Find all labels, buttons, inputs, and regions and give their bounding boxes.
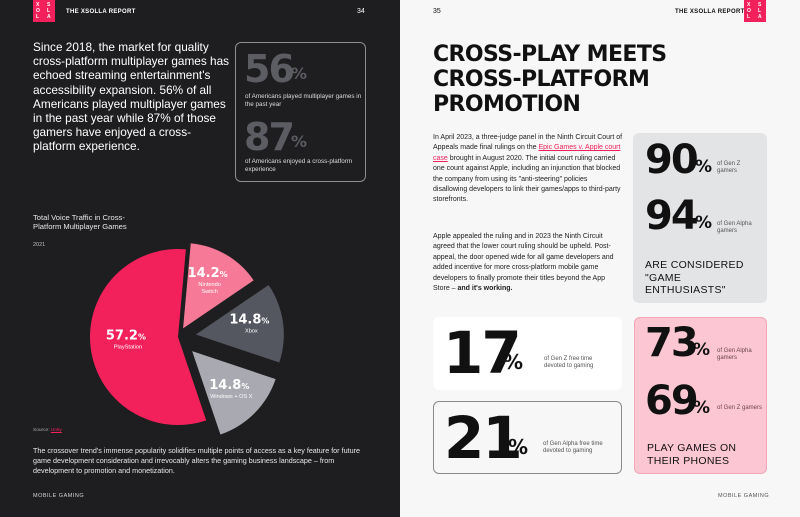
pie-value-label: 14.8% [209, 378, 249, 393]
stat-unit: % [508, 435, 529, 459]
stat-unit: % [503, 350, 524, 374]
closing-paragraph: The crossover trend's immense popularity… [33, 446, 360, 476]
pie-label-group: 14.8%Windows + OS X [209, 378, 253, 400]
chart-subtitle: 2021 [33, 242, 46, 248]
gen-z-time-card: 17 % of Gen Z free time devoted to gamin… [433, 317, 622, 390]
stat-value: 56 [244, 47, 295, 91]
pie-category-label: Nintendo [198, 282, 220, 288]
page-number: 34 [357, 8, 365, 15]
stat-value: 17 [443, 319, 522, 387]
pie-category-label: Windows + OS X [210, 394, 253, 400]
source-note: Source: Unity [33, 428, 62, 433]
pie-label-group: 14.8%Xbox [229, 313, 269, 335]
stat-unit: % [693, 340, 711, 360]
stat-caption: of Gen Z free time devoted to gaming [544, 356, 594, 370]
xsolla-logo: X S O L L A [33, 0, 55, 22]
appeal-paragraph: Apple appealed the ruling and in 2023 th… [433, 233, 614, 293]
enthusiasts-claim: ARE CONSIDERED "GAME ENTHUSIASTS" [645, 259, 744, 296]
page-title: CROSS-PLAY MEETS CROSS-PLATFORM PROMOTIO… [433, 42, 667, 117]
stat-value: 69 [645, 378, 699, 424]
voice-traffic-pie-chart: 14.2%NintendoSwitch14.8%Xbox14.8%Windows… [90, 243, 284, 435]
pie-value-label: 57.2% [106, 329, 146, 344]
stat-caption: of Gen Z gamers [717, 405, 763, 411]
stat-value: 90 [645, 137, 699, 183]
pie-category-label: Xbox [245, 329, 258, 335]
pie-value-label: 14.2% [188, 266, 228, 281]
pie-category-label: PlayStation [114, 345, 142, 351]
running-header: THE XSOLLA REPORT [66, 9, 136, 15]
running-header: THE XSOLLA REPORT [675, 9, 745, 15]
stat-unit: % [291, 64, 308, 83]
epic-apple-paragraph: In April 2023, a three-judge panel in th… [433, 134, 623, 204]
stat-unit: % [695, 157, 713, 177]
stat-unit: % [693, 398, 711, 418]
stat-caption: of Americans enjoyed a cross-platform ex… [245, 158, 353, 173]
page-number: 35 [433, 8, 441, 15]
stat-value: 87 [244, 115, 295, 159]
pie-slice-nintendo-switch [183, 243, 254, 329]
pie-slice-windows-os-x [192, 351, 276, 435]
court-case-link[interactable]: Epic Games v. Apple court case [433, 144, 621, 162]
stat-value: 21 [444, 404, 523, 472]
stat-unit: % [695, 213, 713, 233]
pie-slice-playstation [90, 249, 207, 425]
pie-value-label: 14.8% [229, 313, 269, 328]
stat-unit: % [291, 132, 308, 151]
source-link[interactable]: Unity [50, 428, 62, 433]
phones-claim: PLAY GAMES ON THEIR PHONES [647, 442, 737, 467]
stat-value: 73 [645, 320, 699, 366]
stat-caption: of Gen Z gamers [717, 161, 741, 175]
stat-caption: of Gen Alpha gamers [717, 348, 752, 362]
pie-label-group: 57.2%PlayStation [106, 329, 146, 351]
pie-category-label: Switch [201, 289, 217, 295]
stat-value: 94 [645, 193, 699, 239]
xsolla-logo: X S O L L A [744, 0, 766, 22]
stat-caption: of Gen Alpha gamers [717, 221, 752, 235]
section-footer: MOBILE GAMING [33, 493, 85, 499]
americans-stat-box: 56 % of Americans played multiplayer gam… [235, 42, 366, 182]
left-page: X S O L L A THE XSOLLA REPORT 34 Since 2… [0, 0, 400, 517]
enthusiasts-card: 90 % of Gen Z gamers 94 % of Gen Alpha g… [633, 133, 767, 303]
pie-slice-xbox [195, 285, 284, 363]
stat-caption: of Americans played multiplayer games in… [245, 93, 362, 108]
intro-paragraph: Since 2018, the market for quality cross… [33, 40, 230, 154]
phones-card: 73 % of Gen Alpha gamers 69 % of Gen Z g… [634, 317, 767, 474]
stat-caption: of Gen Alpha free time devoted to gaming [543, 441, 603, 455]
chart-title: Total Voice Traffic in Cross-Platform Mu… [33, 213, 127, 231]
section-footer: MOBILE GAMING [718, 493, 770, 499]
gen-alpha-time-card: 21 % of Gen Alpha free time devoted to g… [433, 401, 622, 474]
